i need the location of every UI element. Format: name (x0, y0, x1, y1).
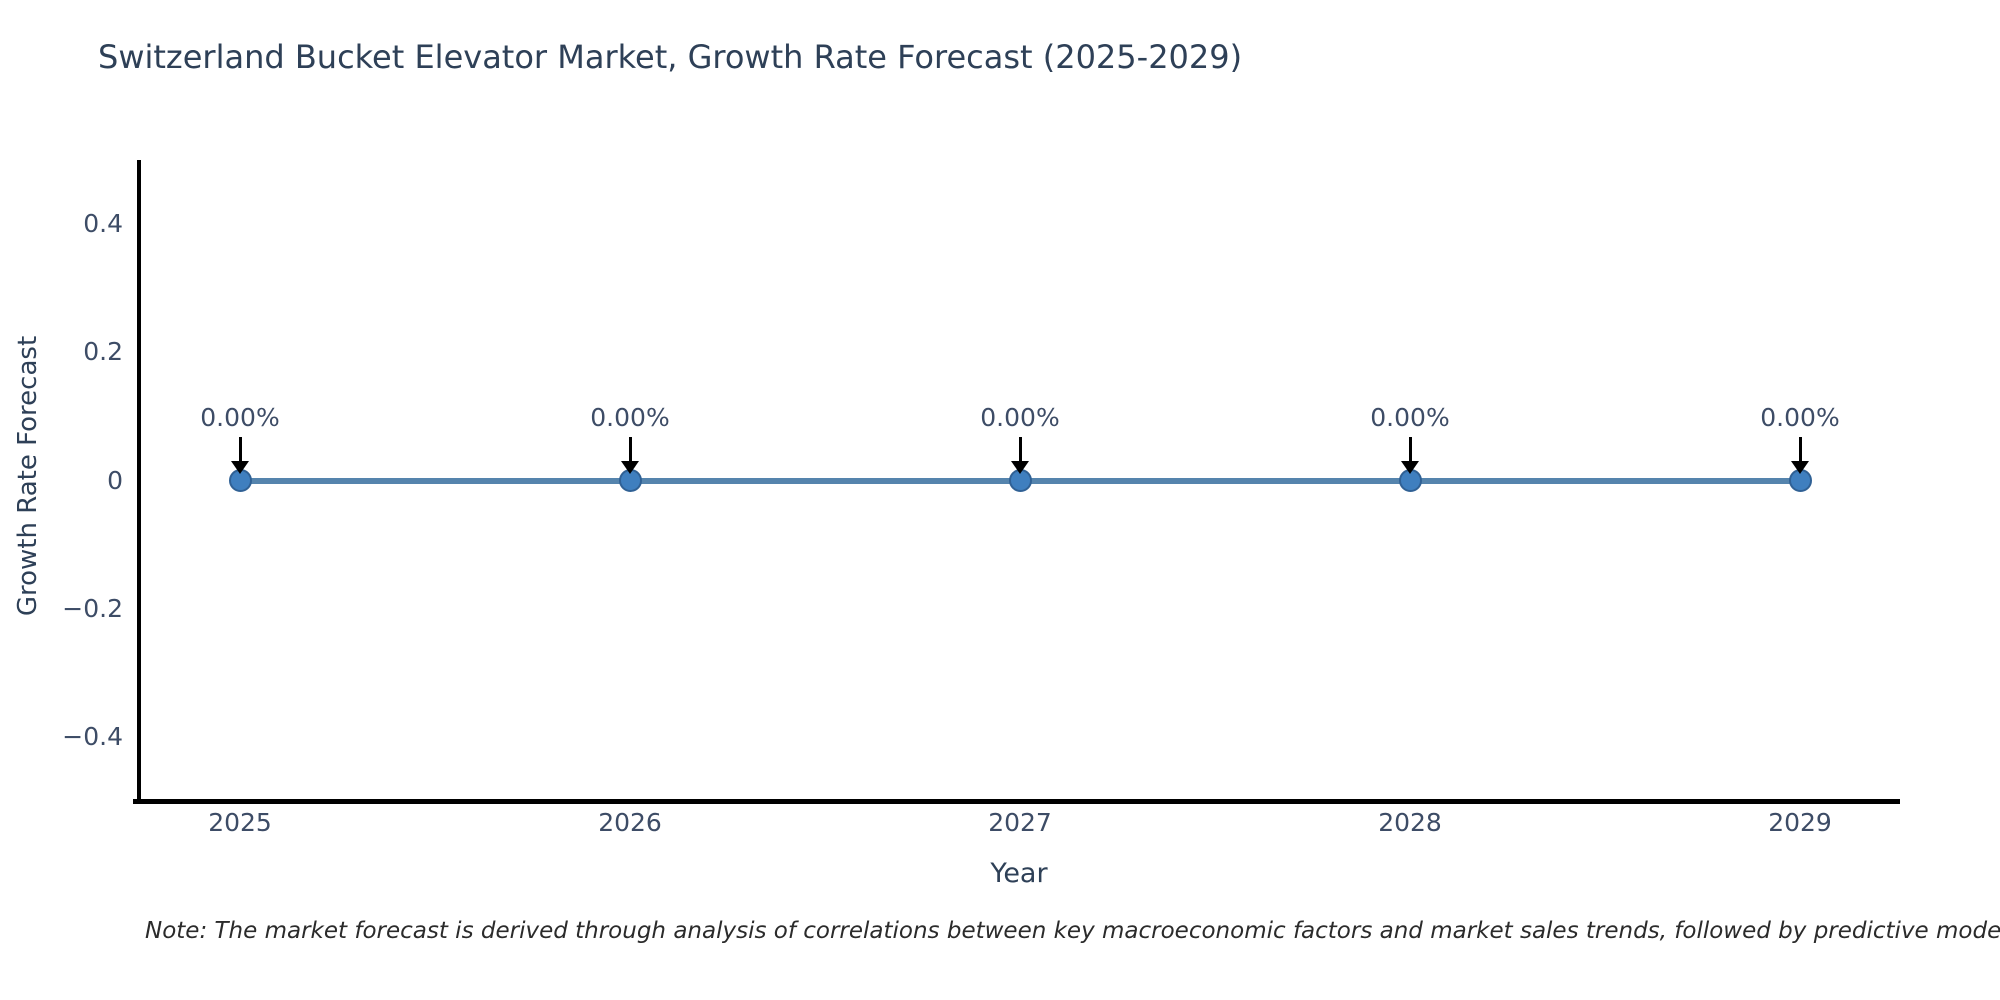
annotation-arrow-stem (238, 436, 242, 461)
x-axis-spine (133, 799, 1900, 804)
x-tick-label: 2026 (598, 808, 662, 837)
annotation-arrowhead-icon (1011, 460, 1029, 474)
x-tick-label: 2027 (988, 808, 1052, 837)
annotation-arrowhead-icon (1401, 460, 1419, 474)
x-tick-label: 2029 (1768, 808, 1832, 837)
footnote: Note: The market forecast is derived thr… (145, 918, 2000, 944)
annotation-arrowhead-icon (621, 460, 639, 474)
plot-area: 0.4 0.2 0 −0.2 −0.4 2025 2026 2027 2028 2029 0.00%… (62, 160, 1900, 837)
y-tick-label: 0 (107, 465, 123, 495)
y-axis-spine (137, 160, 141, 804)
point-annotation-label: 0.00% (1760, 402, 1840, 432)
x-axis-title: Year (990, 858, 1048, 889)
point-annotation-label: 0.00% (590, 402, 670, 432)
y-tick-label: 0.2 (83, 337, 123, 367)
x-tick-label: 2028 (1378, 808, 1442, 837)
annotation-arrowhead-icon (231, 460, 249, 474)
x-tick-label: 2025 (208, 808, 272, 837)
y-tick-label: −0.2 (62, 593, 123, 623)
point-annotation-label: 0.00% (200, 402, 280, 432)
point-annotation-label: 0.00% (980, 402, 1060, 432)
annotation-arrow-stem (1798, 436, 1802, 461)
chart-title: Switzerland Bucket Elevator Market, Grow… (98, 38, 1243, 76)
annotation-arrowhead-icon (1791, 460, 1809, 474)
annotation-arrow-stem (1408, 436, 1412, 461)
point-annotation-label: 0.00% (1370, 402, 1450, 432)
y-tick-label: 0.4 (83, 209, 123, 239)
annotation-arrow-stem (628, 436, 632, 461)
annotation-arrow-stem (1018, 436, 1022, 461)
y-tick-label: −0.4 (62, 721, 123, 751)
